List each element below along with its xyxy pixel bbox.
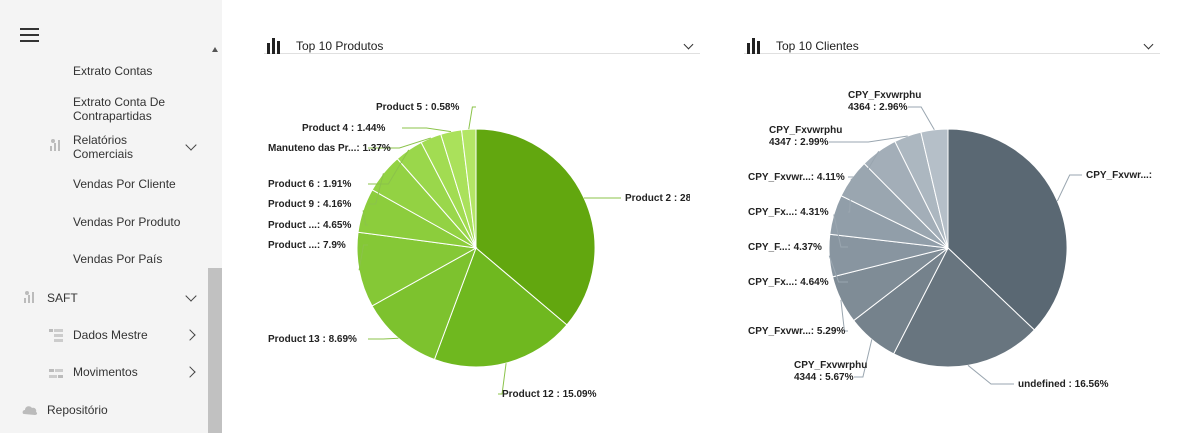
leader-line xyxy=(368,337,399,340)
panel-title: Top 10 Clientes xyxy=(776,39,859,53)
leader-line xyxy=(362,210,368,226)
slice-label: CPY_Fx...: 4.31% xyxy=(748,207,829,218)
panel-title: Top 10 Produtos xyxy=(296,39,384,53)
slice-label: Product 12 : 15.09% xyxy=(502,389,597,400)
chevron-right-icon[interactable] xyxy=(184,329,196,341)
chevron-down-icon[interactable] xyxy=(683,39,694,50)
leader-line xyxy=(828,255,848,283)
chevron-down-icon[interactable] xyxy=(185,290,197,302)
slice-label: CPY_Fxvwr...: 5.29% xyxy=(748,326,845,337)
slice-label: CPY_Fxvwrphu xyxy=(794,360,867,371)
sidebar-item-vendas-pais[interactable]: Vendas Por País xyxy=(73,252,163,266)
sidebar-item-saft[interactable]: SAFT xyxy=(47,291,78,305)
leader-line xyxy=(829,135,908,143)
sidebar-item-extrato-contas[interactable]: Extrato Contas xyxy=(73,64,153,78)
pie-slice[interactable] xyxy=(892,247,1036,368)
slice-label: CPY_Fxvwr...: 4.11% xyxy=(748,172,845,183)
leader-line xyxy=(368,149,410,185)
slice-label: undefined : 16.56% xyxy=(1018,379,1109,390)
slice-label: 4364 : 2.96% xyxy=(848,102,908,113)
sidebar-item-vendas-produto[interactable]: Vendas Por Produto xyxy=(73,215,181,229)
leader-line xyxy=(368,137,431,149)
slice-label: CPY_Fxvwr...: xyxy=(1086,170,1152,181)
sidebar-item-contrapartidas[interactable]: Contrapartidas xyxy=(73,109,152,123)
sidebar-item-movimentos[interactable]: Movimentos xyxy=(73,365,138,379)
sidebar-item-dados-mestre[interactable]: Dados Mestre xyxy=(73,328,148,342)
chevron-down-icon[interactable] xyxy=(185,139,197,151)
slice-label: Product 2 : 28 xyxy=(625,193,690,204)
leader-line xyxy=(468,106,476,130)
sidebar-item-vendas-cliente[interactable]: Vendas Por Cliente xyxy=(73,177,176,191)
slice-label: Product 6 : 1.91% xyxy=(268,179,351,190)
pie-slice[interactable] xyxy=(947,128,1068,331)
slice-label: 4344 : 5.67% xyxy=(794,372,854,383)
leader-line xyxy=(368,173,384,205)
sidebar-item-relatorios[interactable]: Relatórios xyxy=(73,133,128,147)
scrollbar-thumb[interactable] xyxy=(208,268,222,433)
scroll-up-arrow-icon[interactable] xyxy=(212,47,218,52)
movements-icon xyxy=(49,369,63,378)
report-icon xyxy=(50,139,60,151)
sidebar-item-extrato-conta-de[interactable]: Extrato Conta De xyxy=(73,95,166,109)
leader-line xyxy=(854,339,873,378)
sidebar: Extrato Contas Extrato Conta De Contrapa… xyxy=(0,0,222,433)
slice-label: CPY_Fx...: 4.64% xyxy=(748,277,829,288)
pie-chart-produtos: Product 2 : 28 Product 12 : 15.09% Product… xyxy=(268,102,690,400)
slice-label: Product 4 : 1.44% xyxy=(302,123,385,134)
menu-icon[interactable] xyxy=(20,28,39,42)
leader-line xyxy=(833,214,848,248)
chevron-down-icon[interactable] xyxy=(1143,39,1154,50)
slice-label: Product 9 : 4.16% xyxy=(268,199,351,210)
leader-line xyxy=(967,364,1014,385)
chevron-right-icon[interactable] xyxy=(184,366,196,378)
leader-line xyxy=(498,363,507,395)
sidebar-item-repositorio[interactable]: Repositório xyxy=(47,403,108,417)
slice-label: 4347 : 2.99% xyxy=(769,137,829,148)
slice-label: CPY_Fxvwrphu xyxy=(848,90,921,101)
panel-header-produtos: Top 10 Produtos xyxy=(264,13,700,54)
slice-label: Product ...: 7.9% xyxy=(268,240,346,251)
slice-label: CPY_F...: 4.37% xyxy=(748,242,822,253)
leader-line xyxy=(1056,174,1082,202)
leader-line xyxy=(908,106,935,131)
pie-slice[interactable] xyxy=(433,247,568,368)
leader-line xyxy=(358,244,368,271)
master-data-icon xyxy=(49,329,63,342)
leader-line xyxy=(402,127,452,133)
bar-chart-icon xyxy=(267,38,283,54)
pie-slice[interactable] xyxy=(460,128,477,249)
leader-line xyxy=(848,151,880,178)
leader-line xyxy=(840,299,848,332)
sidebar-item-comerciais[interactable]: Comerciais xyxy=(73,147,134,161)
leader-line xyxy=(848,178,852,213)
repository-icon xyxy=(22,406,38,415)
slice-label: Product ...: 4.65% xyxy=(268,220,351,231)
slice-label: Product 13 : 8.69% xyxy=(268,334,357,345)
slice-label: Manuteno das Pr...: 1.37% xyxy=(268,143,391,154)
slice-label: Product 5 : 0.58% xyxy=(376,102,459,113)
panel-header-clientes: Top 10 Clientes xyxy=(744,13,1160,54)
saft-icon xyxy=(24,291,34,303)
bar-chart-icon xyxy=(747,38,763,54)
slice-label: CPY_Fxvwrphu xyxy=(769,125,842,136)
pie-chart-clientes: CPY_Fxvwr...: undefined : 16.56% CPY_Fxvwr… xyxy=(748,90,1152,390)
